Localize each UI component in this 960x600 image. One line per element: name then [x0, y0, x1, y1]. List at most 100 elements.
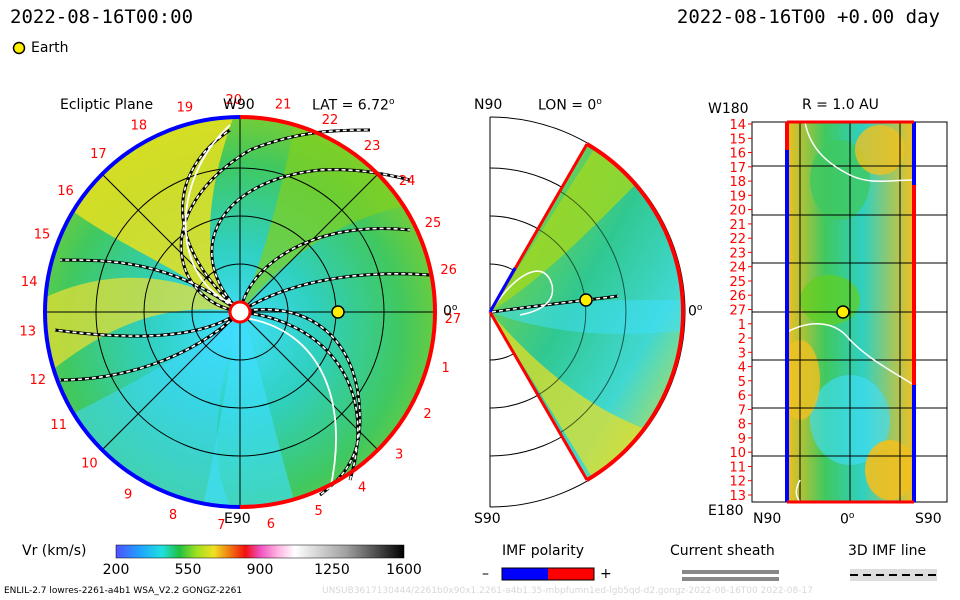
current-sheath-line-2: [682, 577, 779, 581]
meridional-grid-overlay: [537, 190, 627, 434]
radial-x-mid-label: 0o: [840, 511, 855, 528]
ecliptic-rotation-label: 6: [267, 517, 275, 532]
earth-marker-radial: [836, 305, 850, 319]
current-sheath-label: Current sheath: [670, 543, 775, 559]
imf-polarity-positive-swatch: [548, 568, 594, 580]
radial-y-label: 19: [729, 189, 746, 204]
meridional-right-label: 0o: [688, 303, 703, 320]
radial-y-label: 14: [729, 118, 746, 133]
ecliptic-rotation-label: 11: [50, 418, 67, 433]
meridional-field-lines: [491, 270, 619, 316]
earth-legend-label: Earth: [31, 40, 69, 56]
meridional-rim: [585, 142, 685, 482]
meridional-bottom-label: S90: [474, 511, 501, 527]
ecliptic-rotation-labels: 19 20 212223242526271234567891011121314151…: [20, 93, 462, 533]
colorbar-tick-label: 200: [102, 562, 130, 578]
radial-y-label: 11: [729, 461, 746, 476]
radial-y-label: 8: [738, 418, 746, 433]
colorbar: [115, 544, 405, 559]
earth-marker-ecliptic: [331, 305, 345, 319]
timestamp-right: 2022-08-16T00 +0.00 day: [676, 6, 940, 28]
radial-y-label: 22: [729, 232, 746, 247]
ecliptic-rotation-label: 24: [399, 174, 416, 189]
radial-bottom-left-label: E180: [708, 503, 744, 519]
ecliptic-bottom-label: E90: [224, 511, 251, 527]
ecliptic-rotation-label: 7: [217, 518, 225, 533]
radial-y-label: 18: [729, 175, 746, 190]
radial-y-label: 15: [729, 132, 746, 147]
radial-y-label: 26: [729, 289, 746, 304]
footer-left: ENLIL-2.7 lowres-2261-a4b1 WSA_V2.2 GONG…: [4, 586, 243, 596]
radial-y-label: 27: [729, 304, 746, 319]
footer-right: UNSUB3617130444/2261b0x90x1.2261-a4b1.35…: [322, 586, 813, 596]
ecliptic-rotation-label: 26: [440, 263, 457, 278]
meridional-lon-label: LON = 0o: [538, 97, 602, 114]
ecliptic-rotation-label: 15: [34, 227, 51, 242]
ecliptic-rotation-label: 18: [131, 119, 148, 134]
radial-y-label: 5: [738, 375, 746, 390]
ecliptic-title: Ecliptic Plane: [60, 97, 154, 113]
timestamp-left: 2022-08-16T00:00: [10, 6, 194, 28]
ecliptic-rotation-label: 25: [425, 216, 442, 231]
radial-y-label: 24: [729, 261, 746, 276]
ecliptic-lat-label: LAT = 6.72o: [312, 97, 395, 114]
ecliptic-rotation-label: 4: [358, 481, 366, 496]
colorbar-label: Vr (km/s): [22, 543, 87, 559]
ecliptic-right-label: 0o: [443, 303, 458, 320]
ecliptic-rotation-label: 22: [322, 113, 339, 128]
ecliptic-rim-negative: [43, 115, 241, 509]
radial-x-left-label: N90: [753, 511, 782, 527]
radial-y-label: 4: [738, 361, 746, 376]
radial-y-label: 12: [729, 475, 746, 490]
ecliptic-top-label: W90: [223, 97, 255, 113]
meridional-panel: [488, 116, 686, 508]
radial-y-label: 20: [729, 204, 746, 219]
ecliptic-rotation-label: 5: [314, 504, 322, 519]
radial-panel: [751, 120, 948, 504]
ecliptic-rotation-label: 19: [177, 100, 194, 115]
radial-x-right-label: S90: [915, 511, 942, 527]
radial-y-label: 6: [738, 389, 746, 404]
imf-polarity-minus: –: [482, 566, 489, 582]
radial-y-label: 9: [738, 432, 746, 447]
colorbar-tick-label: 550: [174, 562, 202, 578]
radial-sheath-lines: [786, 121, 915, 503]
radial-y-label: 10: [729, 446, 746, 461]
current-sheath-line-1: [682, 570, 779, 574]
ecliptic-rotation-label: 12: [30, 373, 47, 388]
ecliptic-rotation-label: 8: [169, 508, 177, 523]
imf-polarity-plus: +: [600, 566, 612, 582]
radial-y-label: 13: [729, 489, 746, 504]
meridional-edge-south: [488, 311, 589, 481]
ecliptic-field-lines: [54, 124, 431, 497]
radial-y-label: 16: [729, 147, 746, 162]
imf-line-label: 3D IMF line: [848, 543, 927, 559]
radial-y-label: 17: [729, 161, 746, 176]
radial-top-left-label: W180: [708, 101, 749, 117]
radial-y-label: 1: [738, 318, 746, 333]
ecliptic-rotation-label: 21: [275, 97, 292, 112]
ecliptic-rotation-label: 17: [90, 147, 107, 162]
ecliptic-rotation-label: 3: [395, 448, 403, 463]
radial-y-label: 7: [738, 403, 746, 418]
ecliptic-rotation-label: 16: [57, 184, 74, 199]
ecliptic-rotation-label: 20: [226, 93, 243, 108]
ecliptic-rotation-label: 1: [442, 361, 450, 376]
colorbar-tick-label: 1600: [386, 562, 422, 578]
earth-legend-icon: [12, 41, 26, 55]
radial-y-label: 2: [738, 332, 746, 347]
earth-marker-meridional: [579, 293, 593, 307]
ecliptic-rotation-label: 27: [445, 312, 462, 327]
ecliptic-plane-panel: [43, 115, 437, 509]
radial-y-label: 23: [729, 246, 746, 261]
radial-y-label: 21: [729, 218, 746, 233]
ecliptic-rotation-label: 2: [423, 407, 431, 422]
meridional-edge-negative: [488, 267, 517, 313]
colorbar-tick-label: 900: [246, 562, 274, 578]
ecliptic-rotation-label: 10: [81, 457, 98, 472]
radial-y-label: 25: [729, 275, 746, 290]
ecliptic-rotation-label: 9: [124, 487, 132, 502]
sun-marker: [228, 300, 252, 324]
imf-polarity-negative-swatch: [502, 568, 548, 580]
